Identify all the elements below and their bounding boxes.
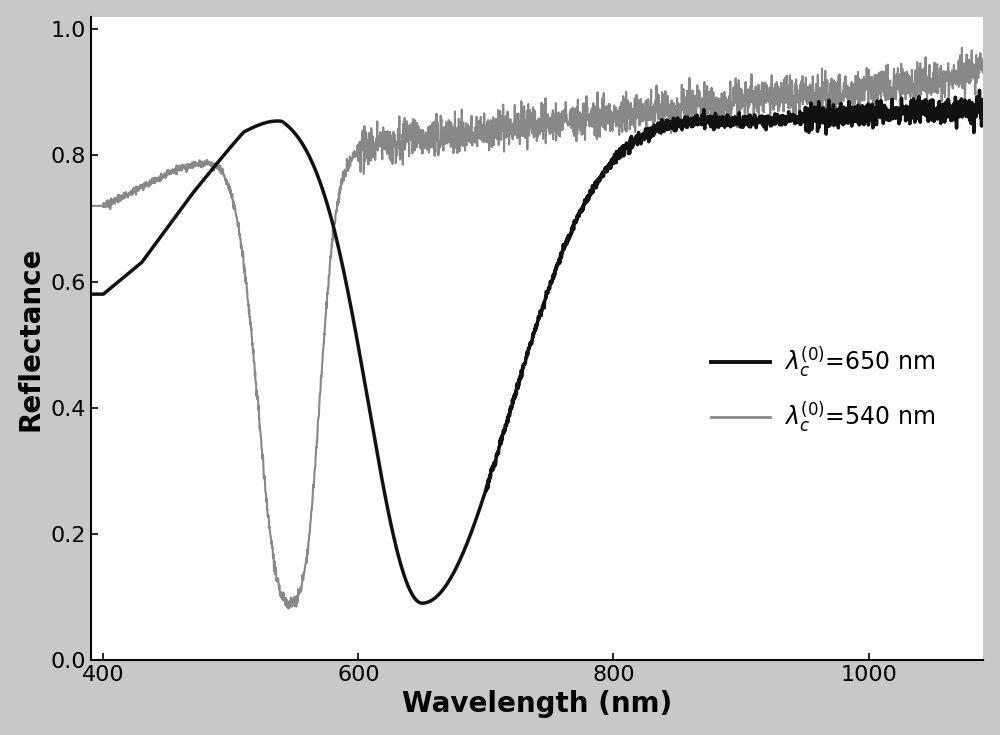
X-axis label: Wavelength (nm): Wavelength (nm) bbox=[402, 690, 672, 718]
Y-axis label: Reflectance: Reflectance bbox=[17, 246, 45, 431]
Legend: $\lambda_c^{(0)}$=650 nm, $\lambda_c^{(0)}$=540 nm: $\lambda_c^{(0)}$=650 nm, $\lambda_c^{(0… bbox=[701, 335, 945, 444]
